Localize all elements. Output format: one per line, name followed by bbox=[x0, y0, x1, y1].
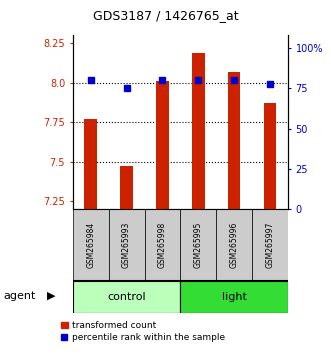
Text: GSM265984: GSM265984 bbox=[86, 222, 95, 268]
Bar bbox=[180, 209, 216, 281]
Text: ▶: ▶ bbox=[47, 291, 56, 301]
Text: GDS3187 / 1426765_at: GDS3187 / 1426765_at bbox=[93, 10, 238, 22]
Bar bbox=[120, 166, 133, 209]
Bar bbox=[73, 209, 109, 281]
Text: GSM265997: GSM265997 bbox=[265, 222, 274, 268]
Text: GSM265998: GSM265998 bbox=[158, 222, 167, 268]
Text: GSM265996: GSM265996 bbox=[230, 222, 239, 268]
Bar bbox=[73, 281, 180, 313]
Text: agent: agent bbox=[3, 291, 36, 301]
Bar bbox=[145, 209, 180, 281]
Text: GSM265993: GSM265993 bbox=[122, 222, 131, 268]
Bar bbox=[228, 72, 240, 209]
Bar bbox=[84, 119, 97, 209]
Text: GSM265995: GSM265995 bbox=[194, 222, 203, 268]
Bar bbox=[180, 281, 288, 313]
Legend: transformed count, percentile rank within the sample: transformed count, percentile rank withi… bbox=[61, 321, 225, 342]
Bar bbox=[264, 103, 276, 209]
Bar bbox=[109, 209, 145, 281]
Bar bbox=[252, 209, 288, 281]
Bar bbox=[156, 81, 169, 209]
Bar bbox=[192, 53, 205, 209]
Bar bbox=[216, 209, 252, 281]
Text: light: light bbox=[222, 292, 247, 302]
Text: control: control bbox=[107, 292, 146, 302]
